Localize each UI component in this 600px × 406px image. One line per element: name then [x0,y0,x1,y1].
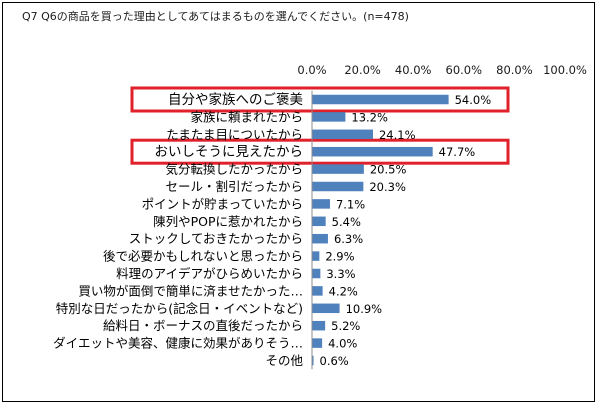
category-label: おいしそうに見えたから [155,144,304,160]
bar [312,94,449,105]
highlight-boxes [130,86,510,165]
bar [312,303,340,314]
category-label: 給料日・ボーナスの直後だったから [103,318,303,333]
category-label: 料理のアイデアがひらめいたから [116,266,303,281]
value-label: 5.4% [332,215,361,229]
value-label: 47.7% [439,145,476,159]
category-label: たまたま目についたから [166,127,303,142]
bars [312,94,449,366]
value-label: 54.0% [455,93,492,107]
category-label: ポイントが貯まっていたから [142,196,303,211]
bar [312,233,328,244]
bar [312,320,326,331]
value-label: 4.0% [328,337,357,351]
category-label: 買い物が面倒で簡単に済ませたかった… [78,283,303,298]
value-label: 10.9% [346,302,383,316]
bar [312,146,433,157]
bar [312,216,326,227]
x-tick-label: 60.0% [446,63,483,77]
bar [312,338,323,348]
bar [312,112,346,122]
category-label: その他 [265,353,303,368]
value-label: 3.3% [326,267,355,281]
x-tick-label: 100.0% [543,63,587,77]
category-label: 特別な日だったから(記念日・イベントなど) [56,301,303,316]
x-tick-label: 40.0% [395,63,432,77]
bar [312,164,364,174]
x-tick-labels: 0.0% 20.0% 40.0% 60.0% 80.0% 100.0% [297,63,587,77]
category-label: セール・割引だったから [165,179,303,194]
category-label: ダイエットや美容、健康に効果がありそう… [53,336,303,351]
x-tick-label: 80.0% [496,63,533,77]
value-label: 4.2% [329,284,358,298]
highlight-box [130,138,510,165]
chart-title: Q7 Q6の商品を買った理由としてあてはまるものを選んでください。(n=478) [22,9,409,23]
value-label: 24.1% [379,128,416,142]
category-labels: 自分や家族へのご褒美家族に頼まれたからたまたま目についたからおいしそうに見えたか… [53,91,303,368]
category-label: 陳列やPOPに惹かれたから [153,214,303,229]
value-label: 6.3% [334,232,363,246]
x-tick-label: 20.0% [344,63,381,77]
value-label: 20.3% [369,180,406,194]
bar [312,199,330,209]
category-label: 自分や家族へのご褒美 [168,91,303,108]
x-tick-label: 0.0% [297,63,326,77]
bar [312,355,314,366]
bar [312,251,320,261]
category-label: 気分転換したかったから [165,162,303,177]
chart-frame [2,2,595,402]
category-label: 後で必要かもしれないと思ったから [103,249,303,264]
category-label: 家族に頼まれたから [190,109,303,124]
bar [312,286,323,296]
bar [312,268,321,279]
value-labels: 54.0% 13.2% 24.1% 47.7% 20.5% 20.3% 7.1% 5.4% 6.… [320,93,492,368]
bar [312,181,364,192]
bar [312,129,373,140]
highlight-box [130,86,510,113]
value-label: 2.9% [325,250,354,264]
value-label: 0.6% [320,354,349,368]
value-label: 5.2% [331,319,360,333]
value-label: 20.5% [370,163,407,177]
value-label: 13.2% [351,110,388,124]
value-label: 7.1% [336,197,365,211]
category-label: ストックしておきたかったから [129,231,303,246]
